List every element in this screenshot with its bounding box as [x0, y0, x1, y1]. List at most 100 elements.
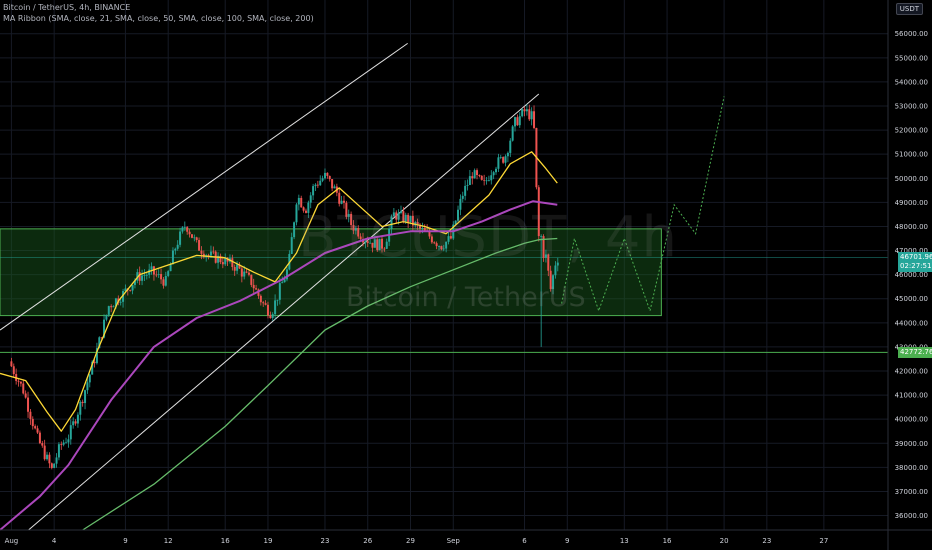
- candle-body: [369, 242, 372, 244]
- candle-body: [404, 214, 407, 222]
- candle-body: [419, 224, 422, 229]
- candle-body: [34, 426, 37, 429]
- price-tick-label: 46000.00: [895, 271, 928, 279]
- candle-body: [402, 211, 405, 222]
- symbol-title[interactable]: Bitcoin / TetherUS, 4h, BINANCE: [3, 3, 131, 12]
- candle-body: [169, 264, 172, 272]
- candle-body: [506, 152, 509, 157]
- symbol-watermark: BTCUSDT, 4h: [298, 205, 679, 270]
- candle-body: [290, 237, 293, 254]
- candle-body: [352, 225, 355, 231]
- candle-body: [207, 255, 210, 257]
- candle-body: [190, 234, 193, 238]
- candle-body: [478, 175, 481, 176]
- candle-body: [79, 401, 82, 415]
- time-tick-label: 20: [720, 537, 729, 545]
- candle-body: [155, 274, 158, 276]
- candle-body: [316, 184, 319, 186]
- candle-body: [521, 109, 524, 117]
- time-axis-labels: Aug 4 9 12 16 19 23 26 29 Sep 6 9 13 16 20 23 27: [5, 537, 829, 545]
- candle-body: [552, 275, 555, 290]
- time-tick-label: 6: [522, 537, 527, 545]
- candle-body: [549, 270, 552, 290]
- candle-body: [495, 168, 498, 173]
- time-tick-label: 12: [164, 537, 173, 545]
- candle-body: [221, 262, 224, 265]
- candle-body: [556, 262, 559, 266]
- candle-body: [138, 272, 141, 281]
- price-tick-label: 55000.00: [895, 54, 928, 62]
- candle-body: [461, 195, 464, 199]
- candle-body: [271, 314, 274, 319]
- candle-body: [243, 271, 246, 277]
- candle-body: [483, 179, 486, 181]
- candle-body: [266, 304, 269, 316]
- candle-body: [231, 258, 234, 267]
- candle-body: [143, 275, 146, 276]
- candle-body: [212, 251, 215, 253]
- candle-body: [364, 241, 367, 243]
- candle-body: [240, 268, 243, 277]
- price-tick-label: 47000.00: [895, 247, 928, 255]
- candle-body: [81, 401, 84, 404]
- candle-body: [119, 301, 122, 303]
- candle-body: [385, 241, 388, 249]
- candle-body: [200, 250, 203, 254]
- candle-body: [219, 255, 222, 263]
- candle-body: [27, 397, 30, 412]
- candle-body: [338, 192, 341, 204]
- indicator-legend[interactable]: MA Ribbon (SMA, close, 21, SMA, close, 5…: [3, 14, 314, 23]
- candle-body: [238, 264, 241, 269]
- candle-body: [342, 200, 345, 203]
- candle-body: [476, 170, 479, 176]
- candle-body: [395, 212, 398, 220]
- candle-body: [333, 186, 336, 189]
- candle-body: [293, 222, 296, 238]
- candle-body: [416, 222, 419, 225]
- candle-body: [164, 275, 167, 286]
- time-tick-label: 9: [565, 537, 569, 545]
- candle-body: [304, 210, 307, 213]
- candle-body: [274, 300, 277, 315]
- candle-body: [438, 246, 441, 247]
- candle-body: [195, 237, 198, 241]
- candle-body: [423, 227, 426, 231]
- candle-body: [499, 157, 502, 158]
- candle-body: [509, 140, 512, 153]
- candle-body: [31, 418, 34, 427]
- currency-button[interactable]: USDT: [895, 3, 923, 15]
- candle-body: [283, 279, 286, 283]
- candle-body: [17, 380, 20, 382]
- candle-body: [523, 109, 526, 112]
- candle-body: [480, 175, 483, 180]
- candle-body: [224, 257, 227, 265]
- price-tick-label: 53000.00: [895, 103, 928, 111]
- candle-body: [554, 265, 557, 276]
- candle-body: [50, 463, 53, 468]
- candle-body: [88, 374, 91, 383]
- candle-body: [269, 315, 272, 319]
- candle-body: [492, 172, 495, 176]
- candle-body: [55, 457, 58, 464]
- candle-body: [72, 421, 75, 426]
- time-tick-label: 9: [123, 537, 127, 545]
- price-tick-label: 39000.00: [895, 440, 928, 448]
- candle-body: [278, 283, 281, 300]
- candle-body: [93, 361, 96, 364]
- candle-body: [435, 243, 438, 247]
- bar-countdown: 02:27:51: [900, 261, 932, 270]
- candle-body: [276, 299, 279, 301]
- candle-body: [300, 197, 303, 208]
- time-tick-label: Aug: [5, 537, 19, 545]
- candle-body: [357, 227, 360, 237]
- price-axis-labels: 36000.00 37000.00 38000.00 39000.00 40000.00…: [895, 30, 928, 520]
- candle-body: [407, 214, 410, 223]
- candle-body: [312, 186, 315, 196]
- candle-body: [323, 172, 326, 179]
- candle-body: [162, 279, 165, 286]
- candle-body: [257, 289, 260, 296]
- candle-body: [103, 319, 106, 338]
- candle-body: [397, 212, 400, 220]
- candle-body: [511, 126, 514, 141]
